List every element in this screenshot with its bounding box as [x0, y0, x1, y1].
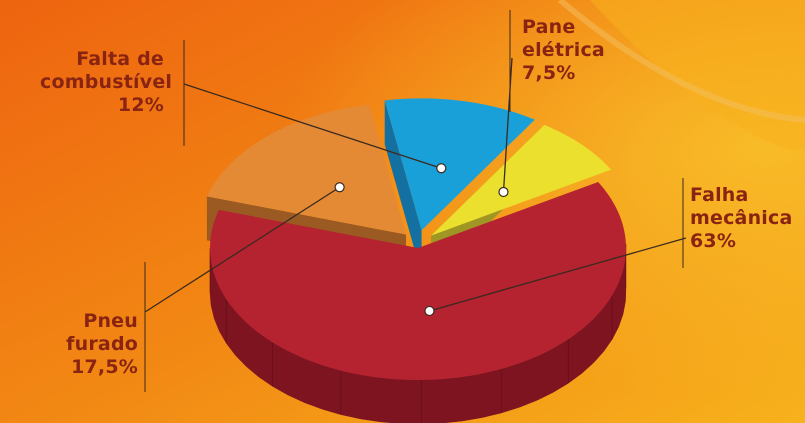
slice-top-3	[431, 124, 612, 236]
slice-name-line2: combustível	[40, 71, 173, 93]
leader-line-3	[502, 57, 513, 193]
slice-value: 7,5%	[522, 62, 576, 84]
slice-top-0	[210, 182, 627, 380]
slice-top-1	[206, 104, 407, 235]
leader-dot-3	[498, 186, 509, 198]
slice-name-line2: elétrica	[522, 39, 605, 61]
leader-dot-1	[334, 182, 345, 193]
leader-dot-2	[436, 163, 447, 174]
slice-name-line1: Pneu	[83, 310, 138, 332]
pie-tops	[206, 98, 627, 380]
slice-value: 17,5%	[71, 356, 138, 378]
leader-line-0	[429, 237, 687, 312]
leader-line-2	[183, 83, 442, 169]
label-pneu-furado: Pneu furado 17,5%	[40, 310, 138, 379]
slice-name-line1: Falha	[690, 184, 749, 206]
label-falta-de-combustivel: Falta de combustível 12%	[40, 48, 173, 117]
slice-value: 63%	[690, 230, 737, 252]
leader-dot-0	[424, 305, 435, 317]
slice-side-0	[209, 244, 627, 423]
slice-name-line2: furado	[66, 333, 138, 355]
slice-name-line1: Falta de	[76, 48, 164, 70]
label-pane-eletrica: Pane elétrica 7,5%	[522, 16, 642, 85]
slice-name-line1: Pane	[522, 16, 576, 38]
slice-radial-wall-2	[384, 100, 422, 275]
decorative-arc-stroke	[558, 0, 805, 123]
label-falha-mecanica: Falha mecânica 63%	[690, 184, 805, 253]
slice-top-2	[384, 98, 535, 231]
slice-name-line2: mecânica	[690, 207, 793, 229]
leader-line-1	[144, 186, 340, 313]
leader-lines	[144, 10, 687, 392]
slice-value: 12%	[117, 94, 164, 116]
